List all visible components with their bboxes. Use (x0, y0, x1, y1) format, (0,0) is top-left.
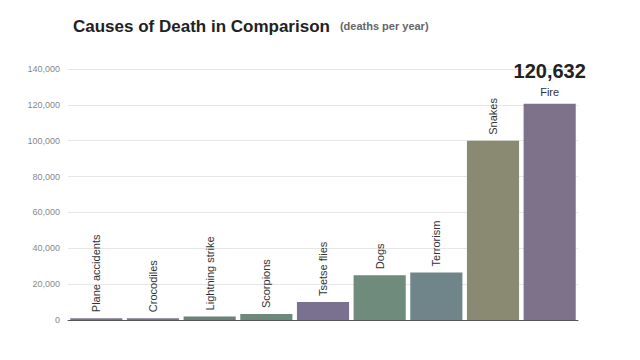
svg-text:Plane accidents: Plane accidents (90, 234, 102, 312)
svg-text:60,000: 60,000 (32, 207, 60, 217)
svg-text:Causes of Death in Comparison: Causes of Death in Comparison (73, 17, 330, 36)
svg-text:Scorpions: Scorpions (260, 259, 272, 308)
svg-text:(deaths per year): (deaths per year) (340, 20, 429, 32)
svg-text:100,000: 100,000 (27, 136, 60, 146)
svg-text:0: 0 (55, 315, 60, 325)
svg-text:Snakes: Snakes (487, 98, 499, 135)
svg-text:Lightning strike: Lightning strike (204, 236, 216, 310)
svg-text:120,632: 120,632 (514, 60, 586, 82)
svg-text:140,000: 140,000 (27, 64, 60, 74)
svg-text:40,000: 40,000 (32, 243, 60, 253)
svg-text:120,000: 120,000 (27, 100, 60, 110)
svg-text:Crocodiles: Crocodiles (147, 260, 159, 312)
svg-text:Dogs: Dogs (374, 243, 386, 269)
svg-text:20,000: 20,000 (32, 279, 60, 289)
svg-text:Fire: Fire (540, 86, 559, 98)
svg-text:Tsetse flies: Tsetse flies (317, 241, 329, 296)
svg-text:80,000: 80,000 (32, 172, 60, 182)
svg-text:Terrorism: Terrorism (430, 221, 442, 267)
